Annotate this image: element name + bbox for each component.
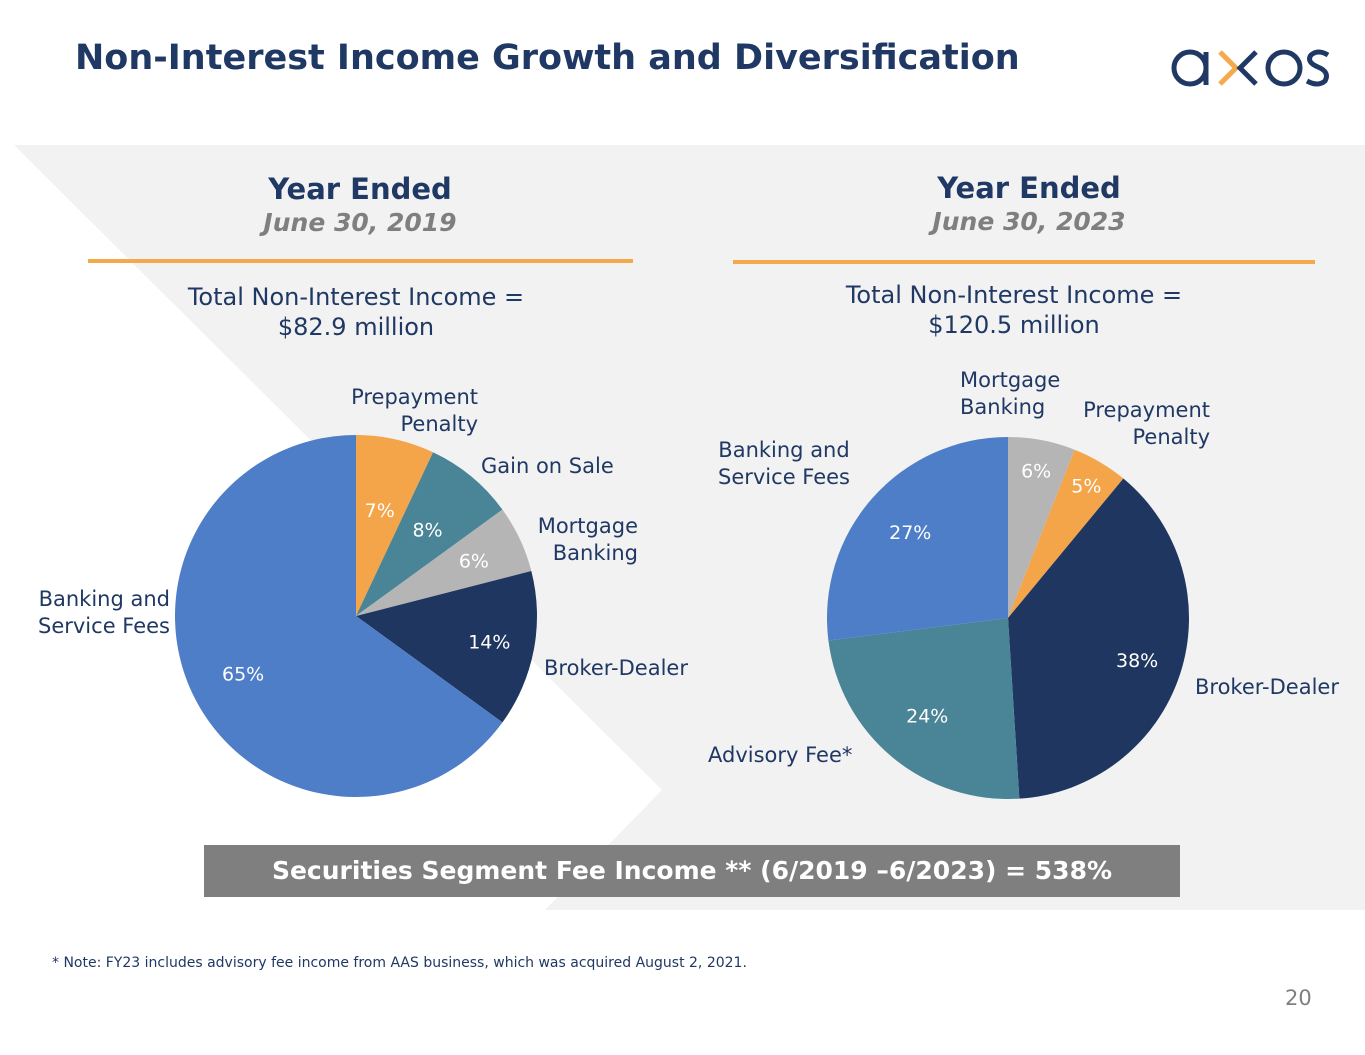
label-prepayment-2023: Prepayment Penalty (1083, 398, 1210, 449)
header-2019: Year Ended June 30, 2019 (110, 172, 610, 237)
pie-data-label: 6% (459, 551, 489, 573)
pie-data-label: 7% (365, 500, 395, 522)
divider (733, 260, 1315, 264)
securities-fee-banner: Securities Segment Fee Income ** (6/2019… (204, 845, 1180, 897)
header-date: June 30, 2019 (263, 208, 457, 237)
pie-data-label: 14% (468, 631, 510, 653)
total-2019: Total Non-Interest Income = $82.9 millio… (106, 282, 606, 342)
pie-slice-broker-dealer (1008, 478, 1189, 799)
header-2023: Year Ended June 30, 2023 (779, 171, 1279, 236)
label-broker-2023: Broker-Dealer (1195, 675, 1339, 699)
label-banking-2019: Banking and Service Fees (38, 587, 170, 638)
pie-data-label: 24% (906, 706, 948, 728)
pie-data-label: 5% (1071, 476, 1101, 498)
label-mortgage-2023: Mortgage Banking (960, 368, 1061, 419)
label-banking-2023: Banking and Service Fees (718, 438, 850, 489)
pie-slice-mortgage-banking (1008, 437, 1075, 618)
pie-slice-mortgage-banking (356, 509, 532, 616)
page-number: 20 (1285, 986, 1312, 1010)
pie-slice-advisory-fee (828, 618, 1020, 799)
pie-slice-broker-dealer (356, 570, 537, 723)
header-date: June 30, 2023 (932, 207, 1126, 236)
label-prepayment-2019: Prepayment Penalty (351, 385, 478, 436)
axos-logo (1171, 49, 1330, 87)
footnote: * Note: FY23 includes advisory fee incom… (52, 955, 747, 971)
header-title: Year Ended (937, 171, 1121, 205)
label-advisory-2023: Advisory Fee* (708, 743, 853, 767)
divider (88, 259, 633, 263)
label-gain-on-sale-2019: Gain on Sale (481, 454, 614, 478)
pie-data-label: 38% (1116, 650, 1158, 672)
pie-slice-prepayment-penalty (356, 435, 434, 616)
total-label: Total Non-Interest Income = (187, 283, 525, 311)
header-title: Year Ended (268, 172, 452, 206)
label-mortgage-2019: Mortgage Banking (537, 514, 638, 565)
pie-slice-gain-on-sale (356, 452, 503, 616)
pie-slice-banking-and-service-fees (827, 437, 1008, 641)
pie-slice-prepayment-penalty (1008, 449, 1124, 618)
pie-data-label: 8% (412, 520, 442, 542)
pie-data-label: 6% (1021, 460, 1051, 482)
page-title: Non-Interest Income Growth and Diversifi… (75, 38, 1020, 78)
pie-data-label: 27% (889, 522, 931, 544)
total-value: $120.5 million (928, 311, 1100, 339)
label-broker-2019: Broker-Dealer (544, 656, 688, 680)
total-value: $82.9 million (277, 313, 435, 341)
pie-data-label: 65% (222, 664, 264, 686)
total-label: Total Non-Interest Income = (845, 281, 1183, 309)
total-2023: Total Non-Interest Income = $120.5 milli… (764, 280, 1264, 340)
pie-slice-banking-and-service-fees (175, 435, 503, 797)
